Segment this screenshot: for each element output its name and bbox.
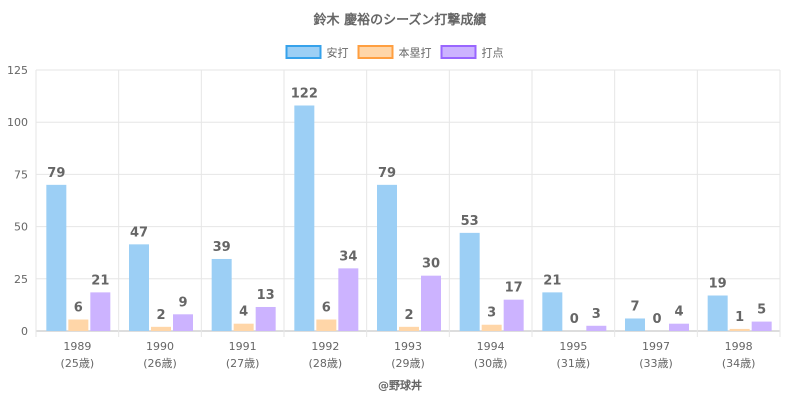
x-tick-sublabel: (25歳): [61, 357, 95, 370]
bar-homeruns-1989: [68, 319, 89, 331]
legend-swatch-3: [440, 45, 477, 59]
chart-title: 鈴木 慶裕のシーズン打撃成績: [314, 12, 487, 28]
data-label-homeruns-1997: 0: [652, 312, 661, 327]
data-label-rbi-1994: 17: [505, 281, 523, 296]
y-tick-label: 75: [14, 168, 28, 181]
y-tick-label: 25: [14, 273, 28, 286]
data-label-homeruns-1991: 4: [239, 305, 248, 320]
bar-rbi-1998: [751, 321, 772, 331]
bar-rbi-1995: [586, 325, 607, 331]
footer-credit: @野球丼: [378, 378, 422, 392]
bar-hits-1994: [459, 232, 480, 331]
y-tick-label: 50: [14, 221, 28, 234]
bar-homeruns-1998: [729, 328, 750, 331]
x-tick-label: 1993: [394, 340, 422, 353]
x-tick-sublabel: (28歳): [309, 357, 343, 370]
data-label-hits-1991: 39: [213, 240, 231, 255]
bar-hits-1990: [129, 244, 149, 331]
bar-rbi-1994: [503, 299, 524, 331]
data-label-rbi-1991: 13: [257, 288, 275, 303]
data-label-rbi-1989: 21: [91, 273, 109, 288]
bar-rbi-1993: [421, 275, 441, 331]
x-tick-sublabel: (29歳): [391, 357, 425, 370]
data-label-rbi-1993: 30: [422, 257, 440, 272]
bar-homeruns-1990: [151, 326, 171, 331]
data-label-hits-1990: 47: [130, 225, 148, 240]
x-tick-sublabel: (27歳): [226, 357, 260, 370]
y-tick-label: 125: [7, 64, 28, 77]
data-label-hits-1998: 19: [709, 277, 727, 292]
data-label-rbi-1990: 9: [178, 295, 187, 310]
bar-homeruns-1994: [481, 324, 502, 331]
bar-hits-1991: [211, 258, 232, 331]
data-label-hits-1992: 122: [291, 86, 318, 101]
bar-hits-1995: [542, 292, 563, 331]
bar-homeruns-1992: [316, 319, 337, 331]
x-tick-sublabel: (33歳): [639, 357, 673, 370]
data-label-rbi-1997: 4: [674, 305, 683, 320]
data-label-homeruns-1992: 6: [322, 301, 331, 316]
bar-hits-1992: [294, 105, 315, 331]
x-tick-sublabel: (34歳): [722, 357, 756, 370]
bar-hits-1993: [377, 184, 397, 331]
data-label-homeruns-1995: 0: [570, 312, 579, 327]
legend-label-1: 安打: [327, 46, 349, 60]
gridlines: [35, 69, 781, 337]
bars: [46, 105, 772, 331]
x-tick-label: 1992: [311, 340, 339, 353]
bar-rbi-1989: [90, 292, 111, 331]
data-label-rbi-1998: 5: [757, 303, 766, 318]
data-label-rbi-1995: 3: [592, 307, 601, 322]
bar-rbi-1990: [173, 314, 193, 331]
data-label-hits-1994: 53: [461, 214, 479, 229]
y-tick-label: 0: [21, 325, 28, 338]
y-axis-ticks: 0 25 50 75 100 125: [7, 64, 28, 338]
y-tick-label: 100: [7, 116, 28, 129]
bar-hits-1997: [625, 318, 645, 331]
legend-swatch-1: [285, 45, 322, 59]
legend: 安打 本塁打 打点: [285, 45, 504, 60]
x-tick-sublabel: (30歳): [474, 357, 508, 370]
bar-homeruns-1991: [233, 323, 254, 331]
bar-rbi-1991: [255, 306, 276, 331]
data-label-hits-1995: 21: [543, 273, 561, 288]
data-label-homeruns-1993: 2: [404, 308, 413, 323]
bar-rbi-1997: [669, 323, 689, 331]
x-tick-label: 1989: [63, 340, 91, 353]
x-axis-ticks: 1989 (25歳) 1990 (26歳) 1991 (27歳) 1992 (28歳) 1993…: [61, 340, 756, 370]
data-label-homeruns-1989: 6: [74, 301, 83, 316]
data-label-homeruns-1990: 2: [156, 308, 165, 323]
x-tick-label: 1991: [229, 340, 257, 353]
x-tick-label: 1997: [642, 340, 670, 353]
x-tick-label: 1998: [725, 340, 753, 353]
legend-label-3: 打点: [482, 46, 504, 60]
data-label-hits-1997: 7: [630, 299, 639, 314]
data-label-hits-1989: 79: [47, 166, 65, 181]
x-tick-label: 1995: [559, 340, 587, 353]
legend-swatch-2: [357, 45, 394, 59]
data-label-homeruns-1998: 1: [735, 310, 744, 325]
legend-label-2: 本塁打: [399, 46, 432, 60]
x-tick-sublabel: (26歳): [143, 357, 177, 370]
x-tick-label: 1994: [477, 340, 505, 353]
bar-homeruns-1993: [399, 326, 419, 331]
x-tick-sublabel: (31歳): [557, 357, 591, 370]
bar-hits-1998: [707, 295, 728, 331]
data-label-hits-1993: 79: [378, 166, 396, 181]
x-tick-label: 1990: [146, 340, 174, 353]
data-label-homeruns-1994: 3: [487, 306, 496, 321]
bar-hits-1989: [46, 184, 67, 331]
bar-rbi-1992: [338, 268, 359, 331]
data-label-rbi-1992: 34: [339, 249, 357, 264]
